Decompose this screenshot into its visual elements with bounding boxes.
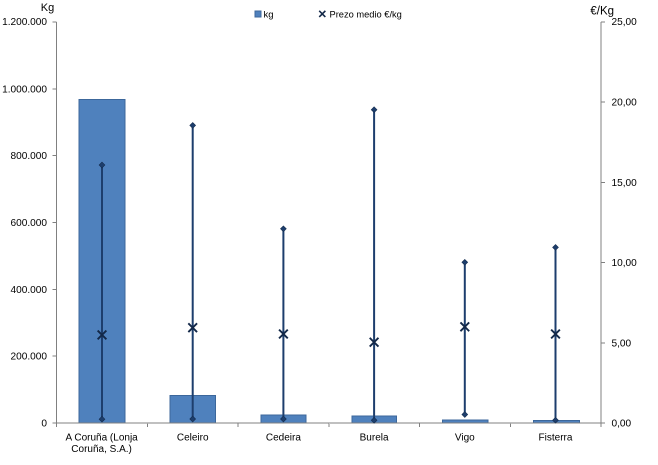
svg-text:A Coruña (Lonja: A Coruña (Lonja xyxy=(65,432,138,443)
svg-text:800.000: 800.000 xyxy=(11,151,48,162)
svg-text:Celeiro: Celeiro xyxy=(177,432,209,443)
svg-text:1.200.000: 1.200.000 xyxy=(2,17,47,28)
svg-text:25,00: 25,00 xyxy=(612,17,638,28)
svg-text:Kg: Kg xyxy=(41,2,54,14)
svg-text:kg: kg xyxy=(264,10,274,21)
svg-text:200.000: 200.000 xyxy=(11,352,48,363)
svg-text:0: 0 xyxy=(41,419,47,430)
svg-text:10,00: 10,00 xyxy=(612,258,638,269)
svg-text:5,00: 5,00 xyxy=(612,338,632,349)
svg-text:15,00: 15,00 xyxy=(612,178,638,189)
svg-text:0,00: 0,00 xyxy=(612,419,632,430)
svg-text:€/Kg: €/Kg xyxy=(590,6,614,18)
svg-text:Cedeira: Cedeira xyxy=(266,432,301,443)
svg-text:Burela: Burela xyxy=(360,432,389,443)
svg-text:600.000: 600.000 xyxy=(11,218,48,229)
svg-text:Vigo: Vigo xyxy=(455,432,475,443)
svg-text:Coruña, S.A.): Coruña, S.A.) xyxy=(71,444,132,455)
svg-text:Fisterra: Fisterra xyxy=(539,432,573,443)
svg-text:20,00: 20,00 xyxy=(612,98,638,109)
svg-text:400.000: 400.000 xyxy=(11,285,48,296)
svg-text:1.000.000: 1.000.000 xyxy=(2,84,47,95)
svg-text:Prezo medio €/kg: Prezo medio €/kg xyxy=(330,10,402,20)
